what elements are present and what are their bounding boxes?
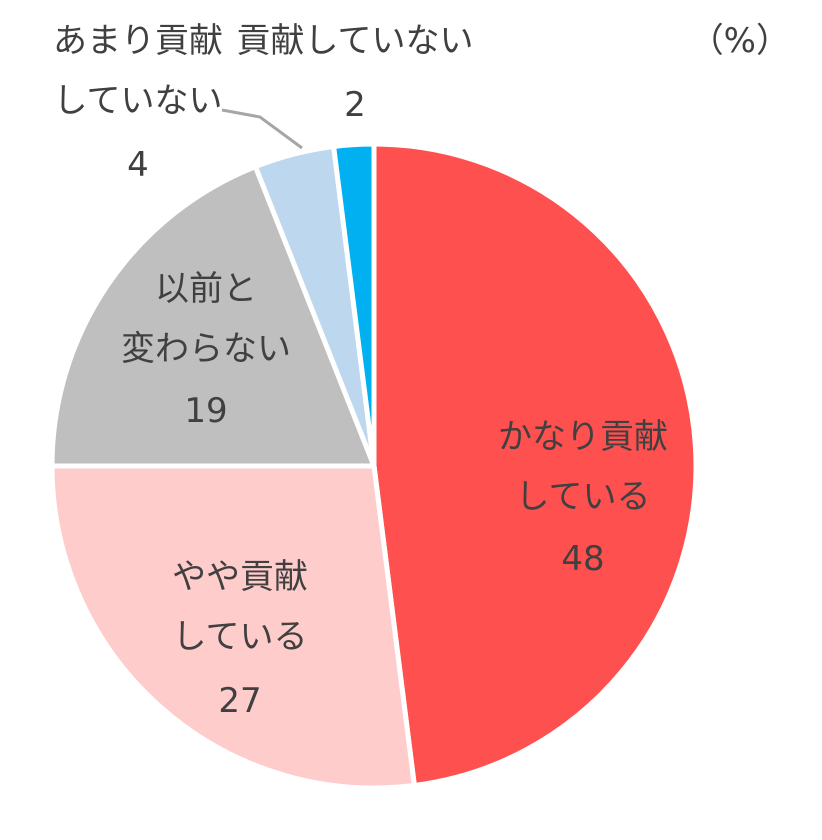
slice-value-3: 4: [127, 145, 149, 185]
slice-value-2: 19: [184, 391, 227, 431]
slice-label-0-line-1: かなり貢献: [498, 417, 668, 457]
slice-label-4-line-1: 貢献していない: [237, 21, 474, 61]
slice-label-2-line-1: 以前と: [155, 269, 257, 309]
slice-value-0: 48: [561, 539, 604, 579]
slice-label-2-line-2: 変わらない: [121, 329, 291, 369]
slice-value-1: 27: [218, 681, 261, 721]
slice-label-3-line-1: あまり貢献: [53, 21, 223, 61]
unit-label: （%）: [690, 21, 790, 61]
leader-line: [221, 108, 303, 150]
pie-slice-4: [331, 141, 377, 469]
pie-slice-1: [49, 463, 417, 791]
slice-value-4: 2: [344, 85, 366, 125]
slice-label-0-line-2: している: [516, 477, 651, 517]
slice-label-3-line-2: していない: [54, 81, 223, 121]
slice-label-1-line-1: やや貢献: [172, 557, 308, 597]
slice-label-1-line-2: している: [173, 617, 308, 657]
pie-slice-2: [49, 164, 377, 469]
pie-slice-0: [371, 141, 699, 788]
pie-slices: [49, 141, 699, 791]
